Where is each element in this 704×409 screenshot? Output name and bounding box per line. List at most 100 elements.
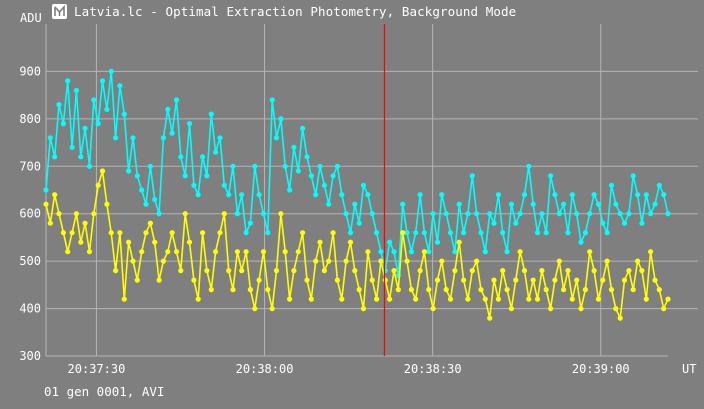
series-cyan-line [45,70,669,277]
series-cyan-point [221,182,227,188]
series-cyan-point [352,201,358,207]
series-yellow-point [208,287,214,293]
series-cyan-point [574,211,580,217]
series-yellow-point [534,296,541,302]
series-yellow-point [256,277,262,283]
series-cyan-point [635,192,641,198]
series-yellow-point [200,230,206,236]
series-yellow-point [230,287,236,293]
series-yellow-point [461,277,467,283]
series-yellow-point [126,239,132,245]
series-cyan-point [82,125,88,131]
series-cyan-point [513,220,519,226]
series-cyan-point [530,201,536,207]
series-cyan-point [234,211,240,217]
series-cyan-point [178,154,184,160]
series-cyan-point [282,163,288,169]
series-cyan-point [334,163,340,169]
series-yellow-point [86,249,93,255]
series-yellow-point [213,249,219,255]
series-cyan-point [226,192,232,198]
footer-status: 01 gen 0001, AVI [44,384,165,399]
series-yellow-point [60,230,66,236]
series-yellow-point [508,306,514,312]
series-yellow-point [487,315,493,321]
series-yellow-point [613,306,619,312]
series-cyan-point [548,173,554,179]
series-yellow-point [591,268,597,274]
series-yellow-point [117,230,123,236]
series-cyan-point [287,187,293,193]
series-yellow-point [239,268,245,274]
series-yellow-point [378,258,384,264]
window-title: Latvia.lc - Optimal Extraction Photometr… [74,4,517,19]
series-yellow-point [374,296,380,302]
series-yellow-point [513,277,519,283]
series-yellow-point [326,258,332,264]
series-cyan-point [456,201,462,207]
series-yellow-point [421,249,427,255]
series-yellow-point [339,296,345,302]
series-yellow-point [582,287,589,293]
series-cyan-point [595,201,602,207]
series-cyan-point [91,97,97,103]
series-yellow-point [330,230,336,236]
series-cyan-point [78,154,84,160]
series-cyan-point [661,192,667,198]
x-tick-label: 20:38:30 [404,362,462,376]
series-cyan-point [434,239,441,245]
series-yellow-point [130,258,136,264]
series-cyan-point [56,102,62,108]
series-cyan-point [561,201,567,207]
series-cyan-point [173,97,180,103]
series-yellow-point [178,268,184,274]
series-cyan-point [565,230,571,236]
series-yellow-point [265,287,271,293]
series-yellow-point [347,239,354,245]
series-yellow-point [147,220,153,226]
series-cyan-point [191,182,197,188]
series-cyan-point [626,211,632,217]
series-yellow-point [391,268,397,274]
series-cyan-point [73,87,79,93]
series-yellow-point [291,268,297,274]
series-yellow-point [656,287,662,293]
series-cyan-point [313,192,319,198]
series-cyan-point [426,249,432,255]
series-cyan-point [269,97,275,103]
series-yellow-point [169,230,175,236]
series-cyan-point [539,211,545,217]
series-cyan-point [652,201,658,207]
series-yellow-point [434,277,441,283]
series-cyan-point [478,230,484,236]
series-yellow-point [356,287,362,293]
y-axis-label: ADU [20,11,42,25]
series-yellow-point [243,249,249,255]
series-cyan-point [543,230,549,236]
series-cyan-point [321,182,327,188]
series-yellow-point [504,287,510,293]
series-cyan-point [521,192,528,198]
app-logo-icon [52,4,67,19]
series-yellow-point [617,315,623,321]
series-cyan-point [413,230,419,236]
series-yellow-point [78,239,84,245]
series-yellow-point [217,230,223,236]
series-yellow-point [56,211,62,217]
series-cyan-point [495,192,501,198]
series-yellow-point [552,277,558,283]
series-yellow-point [226,268,232,274]
series-yellow-point [539,268,545,274]
series-yellow-point [665,296,671,302]
series-yellow-point [360,306,367,312]
series-cyan-point [556,211,562,217]
series-cyan-point [243,230,249,236]
series-cyan-point [121,111,127,117]
series-yellow-point [578,306,584,312]
series-cyan-point [147,163,153,169]
series-cyan-point [630,173,636,179]
series-yellow-point [430,306,436,312]
series-yellow-point [221,211,227,217]
series-yellow-point [260,249,267,255]
series-cyan-point [491,220,497,226]
